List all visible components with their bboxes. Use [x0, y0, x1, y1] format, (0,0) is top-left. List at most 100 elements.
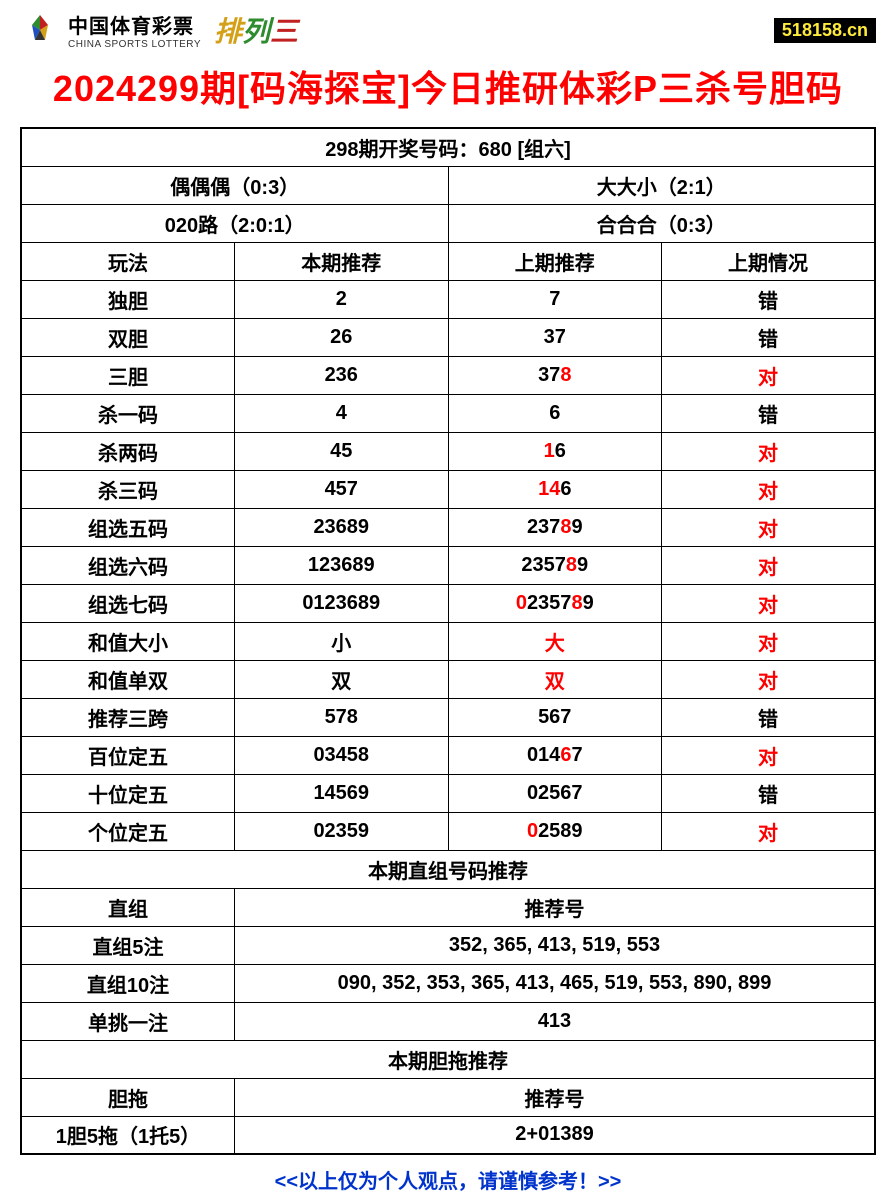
footer-note: <<以上仅为个人观点，请谨慎参考！>> — [0, 1155, 896, 1204]
zhizu-header-row: 本期直组号码推荐 — [21, 850, 875, 888]
row-result: 错 — [662, 774, 876, 812]
row-current: 03458 — [235, 736, 449, 774]
row-name: 百位定五 — [21, 736, 235, 774]
table-row: 杀一码46错 — [21, 394, 875, 432]
table-row: 推荐三跨578567错 — [21, 698, 875, 736]
row-prev: 双 — [448, 660, 662, 698]
row-prev: 02567 — [448, 774, 662, 812]
logo-text: 中国体育彩票 CHINA SPORTS LOTTERY — [68, 10, 201, 50]
draw-header: 298期开奖号码：680 [组六] — [21, 128, 875, 166]
logo-area: 中国体育彩票 CHINA SPORTS LOTTERY 排列三 — [20, 10, 298, 50]
stat-right-2: 合合合（0:3） — [448, 204, 875, 242]
row-name: 组选六码 — [21, 546, 235, 584]
zhizu-col-2: 推荐号 — [235, 888, 876, 926]
zhizu-name: 直组5注 — [21, 926, 235, 964]
table-row: 和值单双双双对 — [21, 660, 875, 698]
row-result: 对 — [662, 736, 876, 774]
zhizu-col-row: 直组 推荐号 — [21, 888, 875, 926]
col-3: 上期推荐 — [448, 242, 662, 280]
header: 中国体育彩票 CHINA SPORTS LOTTERY 排列三 518158.c… — [0, 0, 896, 55]
logo-cn: 中国体育彩票 — [68, 10, 201, 39]
col-4: 上期情况 — [662, 242, 876, 280]
row-current: 236 — [235, 356, 449, 394]
row-name: 和值大小 — [21, 622, 235, 660]
pls-char-2: 列 — [242, 16, 270, 47]
table-row: 三胆236378对 — [21, 356, 875, 394]
col-1: 玩法 — [21, 242, 235, 280]
row-result: 错 — [662, 280, 876, 318]
row-name: 杀一码 — [21, 394, 235, 432]
row-result: 错 — [662, 394, 876, 432]
dantuo-name: 1胆5拖（1托5） — [21, 1116, 235, 1154]
main-table: 298期开奖号码：680 [组六] 偶偶偶（0:3） 大大小（2:1） 020路… — [20, 127, 876, 1155]
table-row: 和值大小小大对 — [21, 622, 875, 660]
row-current: 2 — [235, 280, 449, 318]
col-2: 本期推荐 — [235, 242, 449, 280]
row-result: 对 — [662, 432, 876, 470]
row-prev: 0235789 — [448, 584, 662, 622]
row-name: 杀三码 — [21, 470, 235, 508]
row-name: 个位定五 — [21, 812, 235, 850]
lottery-logo-icon — [20, 10, 60, 50]
dantuo-row: 1胆5拖（1托5）2+01389 — [21, 1116, 875, 1154]
row-name: 独胆 — [21, 280, 235, 318]
dantuo-header-row: 本期胆拖推荐 — [21, 1040, 875, 1078]
stat-row-1: 偶偶偶（0:3） 大大小（2:1） — [21, 166, 875, 204]
table-row: 双胆2637错 — [21, 318, 875, 356]
row-current: 4 — [235, 394, 449, 432]
pailiesan-logo: 排列三 — [214, 10, 298, 50]
pls-char-3: 三 — [270, 16, 298, 47]
zhizu-row: 直组10注090, 352, 353, 365, 413, 465, 519, … — [21, 964, 875, 1002]
row-prev: 16 — [448, 432, 662, 470]
zhizu-row: 直组5注352, 365, 413, 519, 553 — [21, 926, 875, 964]
row-name: 双胆 — [21, 318, 235, 356]
row-current: 26 — [235, 318, 449, 356]
zhizu-value: 413 — [235, 1002, 876, 1040]
row-prev: 567 — [448, 698, 662, 736]
stat-left-1: 偶偶偶（0:3） — [21, 166, 448, 204]
table-row: 组选五码2368923789对 — [21, 508, 875, 546]
page-title: 2024299期[码海探宝]今日推研体彩P三杀号胆码 — [0, 55, 896, 127]
row-current: 123689 — [235, 546, 449, 584]
row-current: 23689 — [235, 508, 449, 546]
zhizu-header: 本期直组号码推荐 — [21, 850, 875, 888]
table-row: 组选六码123689235789对 — [21, 546, 875, 584]
row-prev: 大 — [448, 622, 662, 660]
dantuo-col-2: 推荐号 — [235, 1078, 876, 1116]
row-result: 对 — [662, 356, 876, 394]
row-name: 组选七码 — [21, 584, 235, 622]
stat-left-2: 020路（2:0:1） — [21, 204, 448, 242]
row-prev: 6 — [448, 394, 662, 432]
table-row: 独胆27错 — [21, 280, 875, 318]
row-current: 0123689 — [235, 584, 449, 622]
row-current: 14569 — [235, 774, 449, 812]
row-name: 杀两码 — [21, 432, 235, 470]
row-name: 组选五码 — [21, 508, 235, 546]
column-header-row: 玩法 本期推荐 上期推荐 上期情况 — [21, 242, 875, 280]
row-result: 对 — [662, 508, 876, 546]
zhizu-name: 直组10注 — [21, 964, 235, 1002]
dantuo-col-row: 胆拖 推荐号 — [21, 1078, 875, 1116]
row-current: 457 — [235, 470, 449, 508]
table-row: 百位定五0345801467对 — [21, 736, 875, 774]
pls-char-1: 排 — [214, 16, 242, 47]
row-result: 对 — [662, 470, 876, 508]
row-current: 小 — [235, 622, 449, 660]
row-prev: 378 — [448, 356, 662, 394]
row-prev: 01467 — [448, 736, 662, 774]
row-prev: 235789 — [448, 546, 662, 584]
dantuo-value: 2+01389 — [235, 1116, 876, 1154]
row-prev: 7 — [448, 280, 662, 318]
zhizu-value: 352, 365, 413, 519, 553 — [235, 926, 876, 964]
row-name: 和值单双 — [21, 660, 235, 698]
row-result: 对 — [662, 660, 876, 698]
dantuo-header: 本期胆拖推荐 — [21, 1040, 875, 1078]
logo-en: CHINA SPORTS LOTTERY — [68, 39, 201, 50]
zhizu-value: 090, 352, 353, 365, 413, 465, 519, 553, … — [235, 964, 876, 1002]
row-current: 双 — [235, 660, 449, 698]
table-row: 个位定五0235902589对 — [21, 812, 875, 850]
row-result: 错 — [662, 698, 876, 736]
row-current: 45 — [235, 432, 449, 470]
row-result: 对 — [662, 812, 876, 850]
row-current: 578 — [235, 698, 449, 736]
